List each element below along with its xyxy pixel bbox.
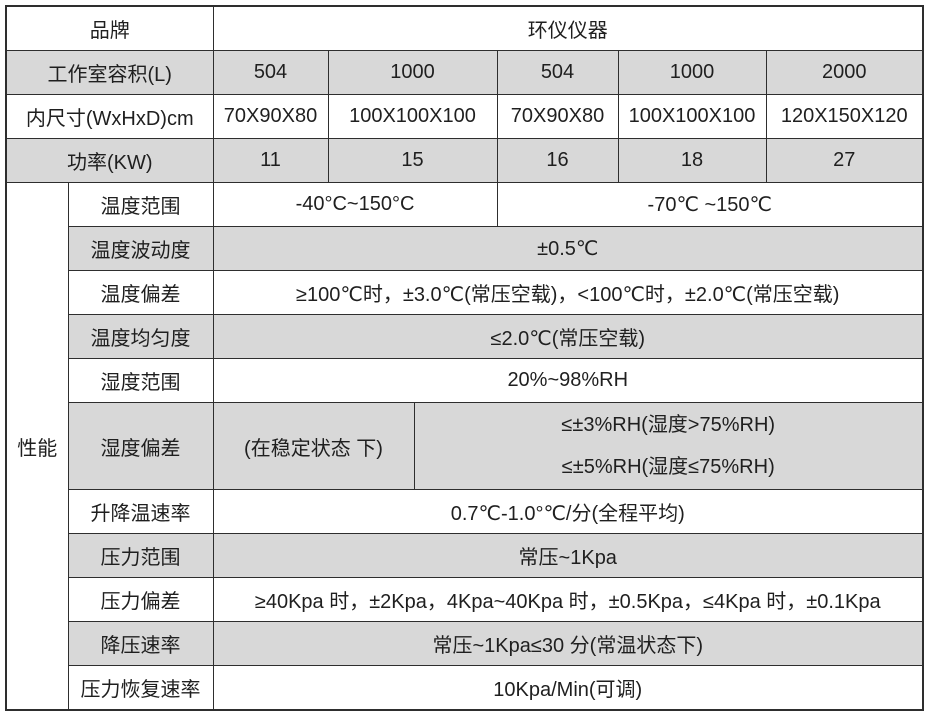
depressurization-rate-label-cell: 降压速率 <box>67 621 214 666</box>
humidity-deviation-line2: ≤±5%RH(湿度≤75%RH) <box>561 456 775 478</box>
capacity-value-cell: 504 <box>496 50 619 95</box>
humidity-range-value-cell: 20%~98%RH <box>212 358 924 403</box>
inner-size-value-cell: 100X100X100 <box>617 94 767 139</box>
performance-group-cell: 性能 <box>5 182 69 711</box>
spec-table: 品牌 环仪仪器 工作室容积(L) 504 1000 504 1000 2000 … <box>5 5 924 711</box>
humidity-deviation-line1: ≤±3%RH(湿度>75%RH) <box>561 414 776 436</box>
inner-size-value-cell: 120X150X120 <box>765 94 924 139</box>
ramp-rate-value-cell: 0.7℃-1.0°℃/分(全程平均) <box>212 489 924 534</box>
ramp-rate-row: 升降温速率 0.7℃-1.0°℃/分(全程平均) <box>6 489 924 534</box>
power-value-cell: 16 <box>496 138 619 183</box>
power-value-cell: 15 <box>327 138 498 183</box>
inner-size-value-cell: 100X100X100 <box>327 94 498 139</box>
humidity-deviation-row: 湿度偏差 (在稳定状态 下) ≤±3%RH(湿度>75%RH) ≤±5%RH(湿… <box>6 402 924 490</box>
power-value-cell: 11 <box>212 138 329 183</box>
temp-deviation-label-cell: 温度偏差 <box>67 270 214 315</box>
inner-size-value-cell: 70X90X80 <box>496 94 619 139</box>
capacity-row: 工作室容积(L) 504 1000 504 1000 2000 <box>5 50 924 95</box>
pressure-range-value-cell: 常压~1Kpa <box>212 533 924 578</box>
capacity-value-cell: 1000 <box>327 50 498 95</box>
temp-fluctuation-value-cell: ±0.5℃ <box>212 226 924 271</box>
temp-range-left-cell: -40°C~150°C <box>212 182 498 227</box>
temp-deviation-value-cell: ≥100℃时，±3.0℃(常压空载)，<100℃时，±2.0℃(常压空载) <box>212 270 924 315</box>
pressure-deviation-value-cell: ≥40Kpa 时，±2Kpa，4Kpa~40Kpa 时，±0.5Kpa，≤4Kp… <box>212 577 924 622</box>
capacity-label-cell: 工作室容积(L) <box>5 50 214 95</box>
humidity-range-label-cell: 湿度范围 <box>67 358 214 403</box>
depressurization-rate-row: 降压速率 常压~1Kpa≤30 分(常温状态下) <box>6 621 924 666</box>
temp-uniformity-value-cell: ≤2.0℃(常压空载) <box>212 314 924 359</box>
inner-size-row: 内尺寸(WxHxD)cm 70X90X80 100X100X100 70X90X… <box>5 94 924 139</box>
pressure-range-row: 压力范围 常压~1Kpa <box>6 533 924 578</box>
inner-size-label-cell: 内尺寸(WxHxD)cm <box>5 94 214 139</box>
ramp-rate-label-cell: 升降温速率 <box>67 489 214 534</box>
temp-fluctuation-row: 温度波动度 ±0.5℃ <box>6 226 924 271</box>
humidity-deviation-label-cell: 湿度偏差 <box>67 402 214 490</box>
brand-row: 品牌 环仪仪器 <box>5 5 924 51</box>
brand-label-cell: 品牌 <box>5 5 214 51</box>
temp-uniformity-row: 温度均匀度 ≤2.0℃(常压空载) <box>6 314 924 359</box>
pressure-deviation-label-cell: 压力偏差 <box>67 577 214 622</box>
power-value-cell: 27 <box>765 138 924 183</box>
capacity-value-cell: 2000 <box>765 50 924 95</box>
temp-range-label-cell: 温度范围 <box>67 182 214 227</box>
inner-size-value-cell: 70X90X80 <box>212 94 329 139</box>
temp-range-row: 性能 温度范围 -40°C~150°C -70℃ ~150℃ <box>5 182 924 711</box>
capacity-value-cell: 504 <box>212 50 329 95</box>
power-row: 功率(KW) 11 15 16 18 27 <box>5 138 924 183</box>
power-value-cell: 18 <box>617 138 767 183</box>
humidity-deviation-value-cell: ≤±3%RH(湿度>75%RH) ≤±5%RH(湿度≤75%RH) <box>413 402 924 490</box>
pressure-range-label-cell: 压力范围 <box>67 533 214 578</box>
power-label-cell: 功率(KW) <box>5 138 214 183</box>
pressure-deviation-row: 压力偏差 ≥40Kpa 时，±2Kpa，4Kpa~40Kpa 时，±0.5Kpa… <box>6 577 924 622</box>
humidity-deviation-note-cell: (在稳定状态 下) <box>212 402 415 490</box>
temp-deviation-row: 温度偏差 ≥100℃时，±3.0℃(常压空载)，<100℃时，±2.0℃(常压空… <box>6 270 924 315</box>
pressure-recovery-rate-value-cell: 10Kpa/Min(可调) <box>212 665 924 711</box>
temp-fluctuation-label-cell: 温度波动度 <box>67 226 214 271</box>
temp-uniformity-label-cell: 温度均匀度 <box>67 314 214 359</box>
depressurization-rate-value-cell: 常压~1Kpa≤30 分(常温状态下) <box>212 621 924 666</box>
capacity-value-cell: 1000 <box>617 50 767 95</box>
humidity-range-row: 湿度范围 20%~98%RH <box>6 358 924 403</box>
temp-range-right-cell: -70℃ ~150℃ <box>496 182 924 227</box>
pressure-recovery-rate-label-cell: 压力恢复速率 <box>67 665 214 711</box>
brand-value-cell: 环仪仪器 <box>212 5 924 51</box>
pressure-recovery-rate-row: 压力恢复速率 10Kpa/Min(可调) <box>6 665 924 711</box>
